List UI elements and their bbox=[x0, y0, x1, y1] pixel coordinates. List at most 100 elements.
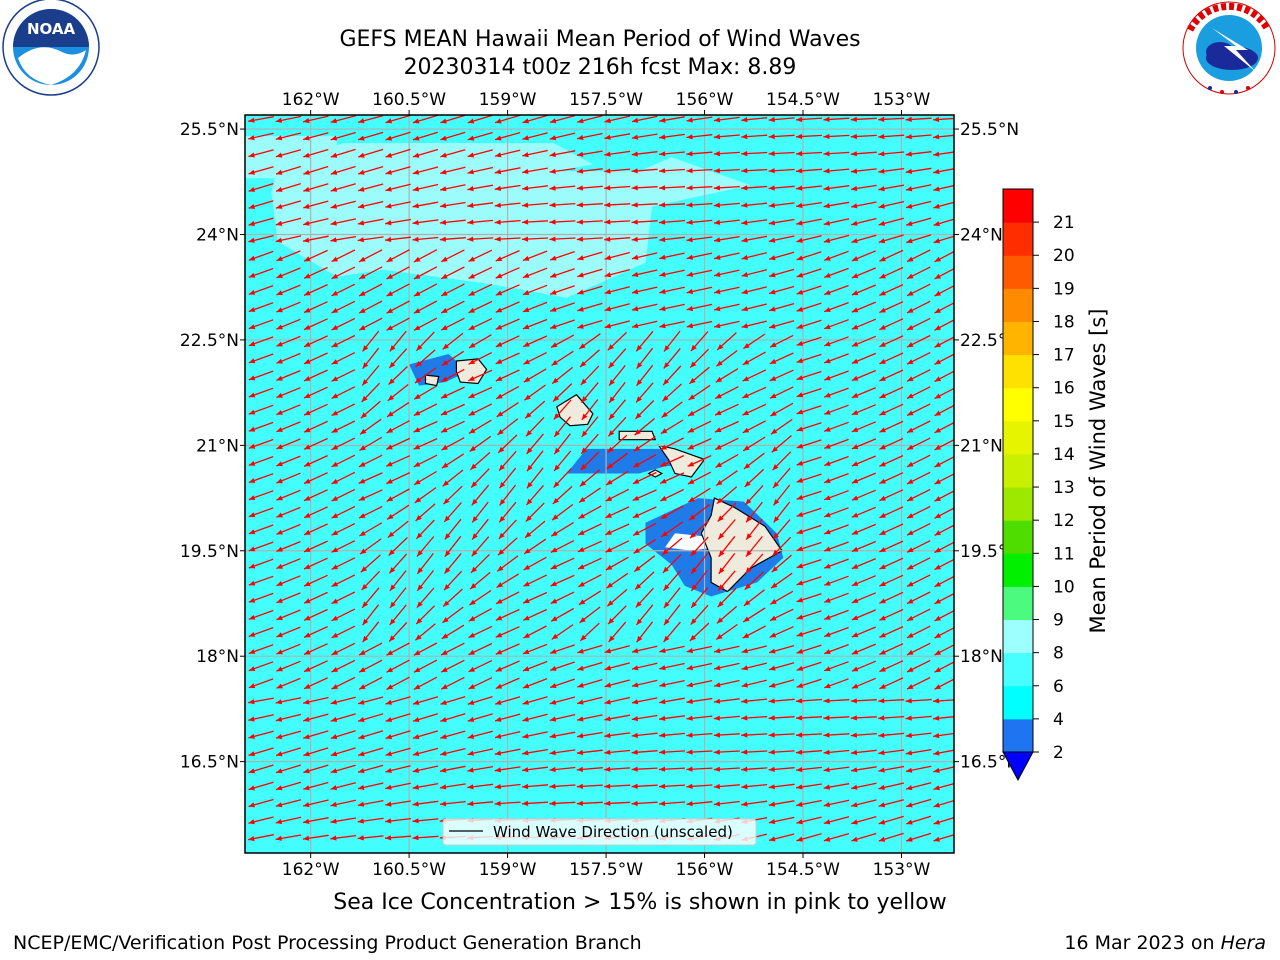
lat-tick-label-right: 16.5°N bbox=[960, 753, 1019, 773]
arrow-head bbox=[631, 134, 639, 140]
arrow-head bbox=[796, 715, 803, 721]
arrow-head bbox=[417, 550, 423, 557]
arrow-head bbox=[796, 116, 803, 123]
arrow-head bbox=[357, 203, 365, 209]
arrow-head bbox=[713, 168, 720, 174]
arrow-head bbox=[331, 581, 339, 587]
arrow-head bbox=[824, 649, 831, 654]
arrow-head bbox=[276, 461, 283, 467]
arrow-head bbox=[523, 598, 530, 604]
arrow-head bbox=[906, 221, 913, 226]
arrow-head bbox=[717, 601, 724, 608]
arrow-head bbox=[526, 498, 533, 505]
arrow-head bbox=[934, 342, 941, 348]
arrow-head bbox=[413, 667, 421, 673]
arrow-head bbox=[713, 749, 720, 755]
lat-tick-label-left: 19.5°N bbox=[180, 542, 239, 562]
arrow-head bbox=[471, 566, 478, 573]
arrow-head bbox=[631, 117, 639, 123]
lon-tick-label-bottom: 157.5°W bbox=[569, 860, 643, 880]
arrow-head bbox=[275, 835, 282, 841]
arrow-head bbox=[851, 238, 858, 244]
arrow-head bbox=[769, 289, 776, 295]
arrow-head bbox=[824, 392, 831, 398]
arrow-head bbox=[304, 529, 311, 535]
arrow-head bbox=[549, 800, 556, 806]
arrow-head bbox=[686, 168, 693, 174]
arrow-head bbox=[443, 498, 450, 505]
arrow-head bbox=[605, 547, 612, 553]
arrow-head bbox=[634, 565, 641, 572]
arrow-head bbox=[796, 614, 804, 620]
arrow-head bbox=[608, 618, 615, 625]
arrow-head bbox=[576, 236, 583, 242]
arrow-head bbox=[770, 342, 777, 348]
arrow-head bbox=[604, 219, 611, 225]
arrow-head bbox=[523, 564, 531, 570]
arrow-head bbox=[634, 429, 641, 436]
arrow-head bbox=[686, 306, 694, 312]
arrow-head bbox=[412, 751, 420, 756]
arrow-head bbox=[331, 667, 339, 672]
sea-ice-note: Sea Ice Concentration > 15% is shown in … bbox=[333, 890, 947, 915]
arrow-head bbox=[823, 715, 830, 721]
arrow-head bbox=[440, 734, 447, 739]
arrow-head bbox=[773, 481, 779, 488]
arrow-head bbox=[577, 699, 584, 705]
arrow-head bbox=[659, 151, 666, 157]
arrow-head bbox=[879, 393, 886, 398]
arrow-head bbox=[578, 513, 585, 519]
wind-wave-arrows bbox=[248, 115, 954, 842]
arrow-head bbox=[933, 151, 940, 157]
arrow-head bbox=[907, 667, 914, 672]
arrow-head bbox=[631, 732, 638, 738]
arrow-head bbox=[662, 395, 669, 402]
arrow-head bbox=[248, 699, 255, 705]
arrow-head bbox=[444, 533, 451, 540]
arrow-head bbox=[248, 392, 256, 398]
arrow-head bbox=[553, 413, 560, 420]
arrow-head bbox=[522, 767, 529, 773]
arrow-head bbox=[796, 306, 804, 312]
arrow-head bbox=[495, 632, 503, 638]
arrow-head bbox=[495, 358, 503, 364]
arrow-head bbox=[276, 649, 283, 655]
arrow-head bbox=[576, 168, 584, 174]
arrow-head bbox=[248, 478, 256, 483]
arrow-head bbox=[303, 220, 310, 226]
arrow-head bbox=[415, 634, 422, 641]
arrow-head bbox=[933, 238, 941, 244]
arrow-head bbox=[412, 801, 419, 807]
arrow-head bbox=[879, 632, 886, 638]
arrow-head bbox=[851, 819, 858, 825]
arrow-head bbox=[549, 783, 556, 789]
arrow-head bbox=[522, 118, 529, 124]
arrow-head bbox=[303, 734, 310, 740]
arrow-head bbox=[769, 323, 776, 329]
arrow-head bbox=[718, 550, 725, 557]
arrow-head bbox=[824, 255, 831, 261]
arrow-head bbox=[879, 444, 886, 450]
arrow-head bbox=[907, 461, 914, 467]
arrow-head bbox=[362, 601, 369, 608]
arrow-head bbox=[331, 598, 339, 604]
arrow-head bbox=[744, 480, 751, 487]
arrow-head bbox=[796, 202, 803, 209]
arrow-head bbox=[796, 460, 804, 466]
arrow-head bbox=[248, 324, 256, 329]
arrow-head bbox=[631, 682, 639, 688]
arrow-head bbox=[631, 151, 638, 157]
arrow-head bbox=[879, 598, 886, 604]
arrow-head bbox=[686, 134, 693, 140]
arrow-head bbox=[663, 584, 670, 591]
arrow-head bbox=[770, 599, 777, 605]
arrow-head bbox=[577, 118, 584, 124]
colorbar-tick-label: 20 bbox=[1053, 246, 1075, 266]
arrow-head bbox=[331, 496, 339, 501]
arrow-head bbox=[522, 202, 529, 208]
arrow-head bbox=[385, 699, 392, 705]
arrow-head bbox=[330, 835, 337, 841]
arrow-head bbox=[933, 203, 940, 209]
arrow-head bbox=[907, 496, 914, 501]
arrow-head bbox=[304, 683, 311, 689]
